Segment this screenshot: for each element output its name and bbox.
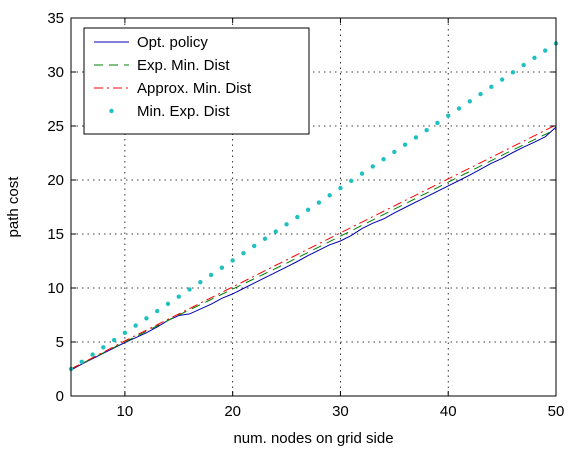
legend-label: Exp. Min. Dist xyxy=(137,57,230,74)
x-tick-label: 50 xyxy=(548,403,565,420)
y-tick-label: 0 xyxy=(56,388,64,405)
series-point xyxy=(521,62,526,68)
x-tick-label: 20 xyxy=(224,403,241,420)
series-line xyxy=(70,124,557,370)
series-point xyxy=(295,214,300,220)
series-point xyxy=(208,272,214,278)
legend-marker xyxy=(109,108,114,114)
y-axis-label: path cost xyxy=(5,176,22,238)
series-point xyxy=(111,337,117,343)
x-tick-label: 10 xyxy=(117,403,134,420)
series-point xyxy=(101,345,106,350)
legend-label: Min. Exp. Dist xyxy=(137,103,230,120)
series-point xyxy=(489,84,494,89)
series-point xyxy=(122,330,128,336)
ticks: 10 20 30 40 50 0 5 10 15 20 25 30 35 xyxy=(47,10,564,420)
legend-box xyxy=(83,27,310,135)
series-point xyxy=(165,301,171,307)
series-point xyxy=(467,99,472,104)
y-tick-label: 25 xyxy=(47,118,64,135)
series-point xyxy=(90,352,95,357)
plot-frame xyxy=(70,17,557,397)
series-point xyxy=(338,185,343,191)
y-tick-label: 20 xyxy=(47,172,64,189)
y-tick-label: 5 xyxy=(56,334,64,351)
series-point xyxy=(305,207,311,213)
series-point xyxy=(446,113,451,118)
series-point xyxy=(316,200,322,205)
series-point xyxy=(198,279,203,285)
x-tick-label: 40 xyxy=(440,403,457,420)
series-point xyxy=(456,106,462,111)
series-point xyxy=(413,135,419,140)
y-tick-label: 15 xyxy=(47,226,64,243)
x-tick-label: 30 xyxy=(332,403,349,420)
series-line xyxy=(70,128,557,370)
series-opt-policy xyxy=(70,126,557,371)
series-point xyxy=(262,236,268,241)
series-point xyxy=(155,308,160,314)
series-point xyxy=(499,77,505,82)
series-point xyxy=(510,70,516,75)
series-point xyxy=(381,156,386,162)
legend: Opt. policy Exp. Min. Dist Approx. Min. Di… xyxy=(83,27,310,135)
y-tick-label: 10 xyxy=(47,280,64,297)
series-point xyxy=(327,193,332,198)
series-point xyxy=(219,265,225,270)
series-point xyxy=(478,91,483,97)
series-point xyxy=(359,171,365,176)
legend-label: Opt. policy xyxy=(137,34,208,51)
series-point xyxy=(187,287,192,292)
x-axis-label: num. nodes on grid side xyxy=(233,430,393,447)
series-point xyxy=(273,229,278,234)
series-point xyxy=(144,316,149,321)
series-point xyxy=(543,48,548,53)
legend-label: Approx. Min. Dist xyxy=(137,80,252,97)
series-point xyxy=(349,178,354,184)
y-tick-label: 35 xyxy=(47,10,64,27)
series-point xyxy=(133,323,138,328)
series-point xyxy=(230,258,235,263)
series-layer xyxy=(68,41,559,372)
series-point xyxy=(176,294,181,299)
series-line xyxy=(70,126,557,371)
series-exp-min-dist xyxy=(70,128,557,370)
series-point xyxy=(79,359,84,364)
series-point xyxy=(424,128,429,133)
series-point xyxy=(392,149,397,155)
series-approx-min-dist xyxy=(70,124,557,370)
series-point xyxy=(370,164,375,169)
series-point xyxy=(284,222,289,227)
series-point xyxy=(252,243,257,249)
series-point xyxy=(241,251,246,256)
series-min-exp-dist xyxy=(68,41,559,372)
series-point xyxy=(402,142,408,147)
series-point xyxy=(532,55,537,61)
y-tick-label: 30 xyxy=(47,64,64,81)
grid xyxy=(71,18,556,396)
series-point xyxy=(435,120,440,126)
